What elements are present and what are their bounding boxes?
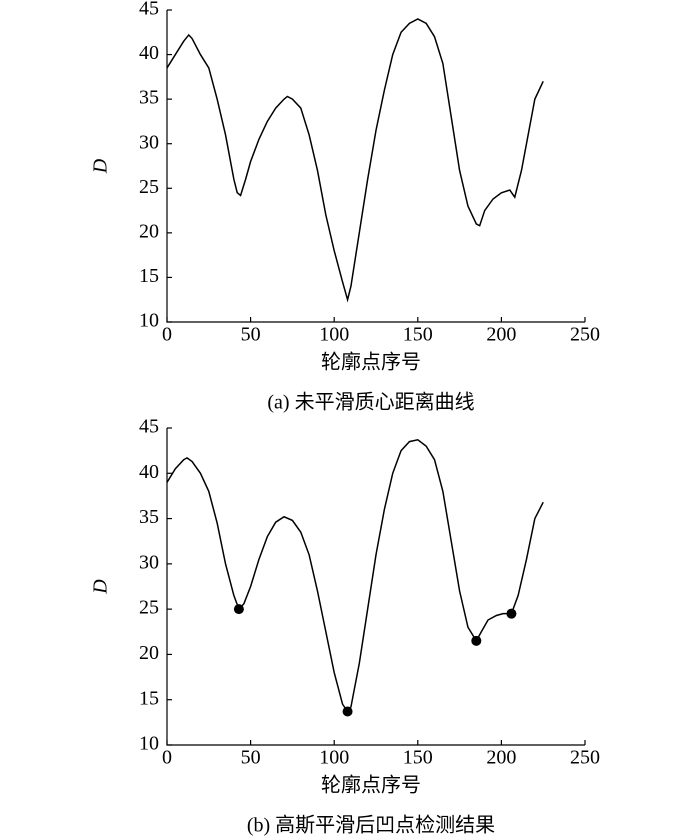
concave-point [233, 604, 244, 615]
caption: (a) 未平滑质心距离曲线 [267, 391, 474, 414]
axes [166, 428, 585, 746]
x-tick-label: 50 [241, 747, 261, 769]
y-tick-label: 45 [139, 0, 159, 20]
x-tick-label: 100 [319, 324, 349, 346]
x-tick-label: 0 [162, 747, 172, 769]
x-axis-label: 轮廓点序号 [321, 774, 421, 797]
line [166, 18, 544, 303]
x-tick-label: 50 [241, 324, 261, 346]
y-tick-label: 15 [139, 687, 159, 709]
x-tick-label: 150 [403, 747, 433, 769]
y-tick-label: 30 [139, 131, 159, 153]
y-tick-label: 45 [139, 416, 159, 438]
y-axis-label: D [90, 579, 112, 595]
y-tick-label: 10 [139, 733, 159, 755]
concave-point [506, 608, 517, 619]
concave-point [471, 635, 482, 646]
y-tick-label: 40 [139, 42, 159, 64]
y-tick-label: 20 [139, 220, 159, 242]
line [166, 438, 544, 713]
y-tick-label: 35 [139, 87, 159, 109]
y-tick-label: 25 [139, 597, 159, 619]
x-tick-label: 0 [162, 324, 172, 346]
y-axis-label: D [90, 158, 112, 174]
y-tick-label: 10 [139, 310, 159, 332]
y-tick-label: 25 [139, 176, 159, 198]
concave-point [342, 706, 353, 717]
y-tick-label: 40 [139, 461, 159, 483]
x-tick-label: 150 [403, 324, 433, 346]
y-tick-label: 20 [139, 642, 159, 664]
y-tick-label: 35 [139, 506, 159, 528]
x-tick-label: 250 [570, 324, 600, 346]
y-tick-label: 30 [139, 551, 159, 573]
x-axis-label: 轮廓点序号 [321, 351, 421, 374]
caption: (b) 高斯平滑后凹点检测结果 [247, 814, 495, 837]
x-tick-label: 200 [486, 324, 516, 346]
y-tick-label: 15 [139, 265, 159, 287]
x-tick-label: 250 [570, 747, 600, 769]
x-tick-label: 200 [486, 747, 516, 769]
x-tick-label: 100 [319, 747, 349, 769]
